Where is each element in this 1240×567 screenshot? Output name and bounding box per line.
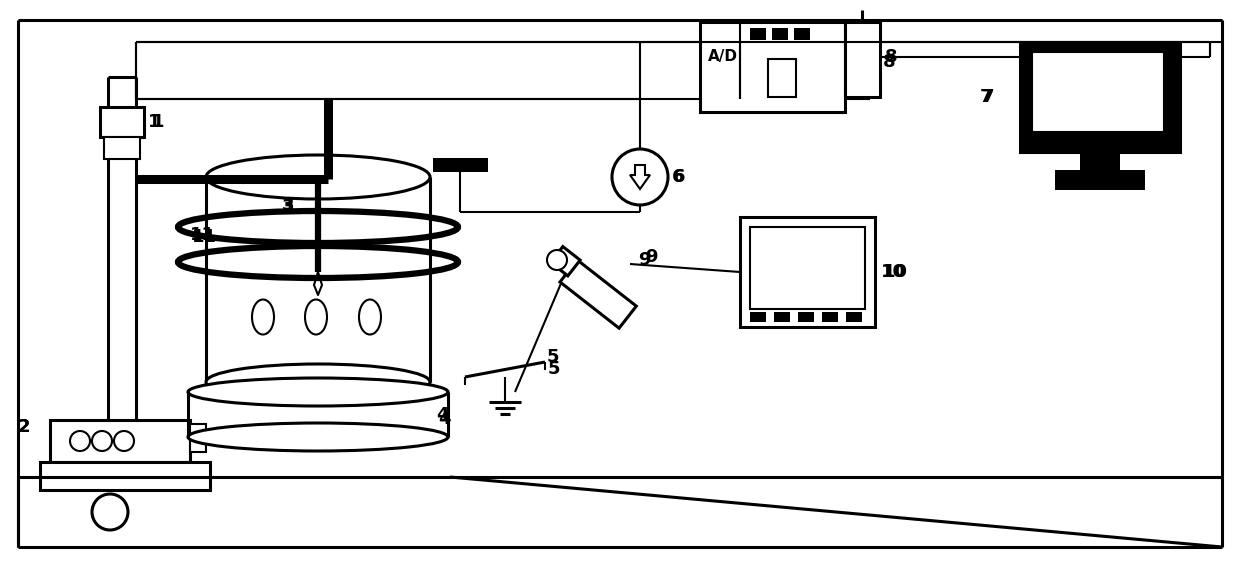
Text: 7: 7 [980, 88, 992, 106]
Circle shape [92, 494, 128, 530]
Ellipse shape [305, 299, 327, 335]
Text: 6: 6 [672, 168, 684, 186]
Text: 11: 11 [190, 226, 215, 244]
Circle shape [613, 149, 668, 205]
Text: 2: 2 [19, 418, 31, 436]
Polygon shape [560, 260, 636, 328]
Bar [1032, 52, 1164, 132]
Bar [750, 28, 766, 40]
Bar [104, 137, 140, 159]
Bar [100, 107, 144, 137]
Bar [1055, 170, 1145, 190]
Text: 11: 11 [192, 228, 217, 246]
Text: 7: 7 [982, 88, 994, 106]
Text: 6: 6 [673, 168, 686, 186]
Bar [773, 28, 787, 40]
Ellipse shape [188, 378, 448, 406]
Text: 8: 8 [883, 53, 895, 71]
Bar [768, 59, 796, 97]
Bar [40, 462, 210, 490]
Bar [822, 312, 838, 322]
Text: 1: 1 [153, 113, 165, 131]
Text: 4: 4 [438, 410, 450, 428]
Text: 5: 5 [548, 360, 560, 378]
Ellipse shape [360, 299, 381, 335]
Polygon shape [551, 247, 580, 276]
Text: 2: 2 [19, 418, 31, 436]
Text: 8: 8 [885, 48, 898, 66]
Circle shape [114, 431, 134, 451]
Bar [740, 217, 875, 327]
Bar [1080, 150, 1120, 172]
Bar [1021, 42, 1180, 152]
Bar [750, 312, 766, 322]
Bar [750, 227, 866, 309]
Bar [799, 312, 813, 322]
Text: 4: 4 [436, 406, 449, 424]
Polygon shape [630, 165, 650, 189]
Circle shape [92, 431, 112, 451]
Bar [50, 420, 190, 462]
Bar [190, 439, 206, 452]
Ellipse shape [188, 423, 448, 451]
Circle shape [69, 431, 91, 451]
Circle shape [547, 250, 567, 270]
Text: A/D: A/D [708, 49, 738, 65]
Bar [701, 22, 844, 112]
Bar [433, 158, 489, 172]
Text: 1: 1 [148, 113, 160, 131]
Bar [846, 312, 862, 322]
Text: 3: 3 [281, 196, 295, 214]
Text: 10: 10 [880, 263, 906, 281]
Bar [1021, 42, 1180, 152]
Bar [794, 28, 810, 40]
Text: 5: 5 [547, 348, 559, 366]
Bar [190, 424, 206, 437]
Text: 9: 9 [645, 248, 657, 266]
Text: 3: 3 [281, 198, 295, 216]
Ellipse shape [252, 299, 274, 335]
Ellipse shape [206, 364, 430, 400]
Text: 10: 10 [883, 263, 908, 281]
Bar [844, 22, 880, 97]
Text: 9: 9 [639, 251, 651, 269]
Ellipse shape [206, 155, 430, 199]
Bar [774, 312, 790, 322]
